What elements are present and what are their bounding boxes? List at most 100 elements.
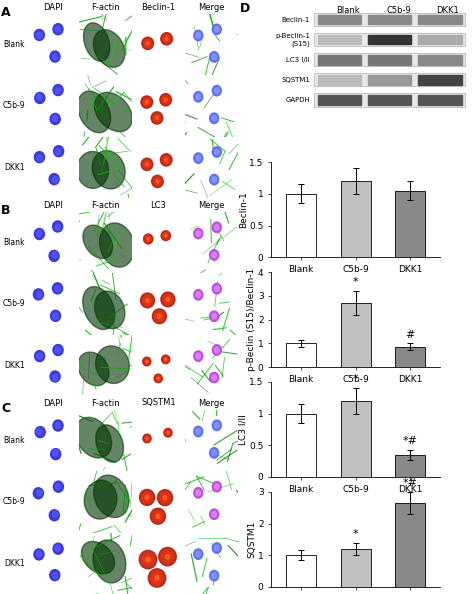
Ellipse shape — [49, 510, 59, 521]
Ellipse shape — [141, 158, 153, 170]
Ellipse shape — [53, 176, 58, 183]
Bar — [418, 75, 462, 84]
Bar — [314, 93, 465, 106]
Ellipse shape — [161, 292, 175, 307]
Text: Blank: Blank — [3, 40, 25, 49]
Ellipse shape — [210, 311, 219, 321]
Ellipse shape — [164, 36, 170, 42]
Ellipse shape — [196, 353, 201, 359]
Ellipse shape — [148, 569, 166, 587]
Bar — [314, 33, 465, 46]
Ellipse shape — [139, 489, 155, 505]
Text: SQSTM1: SQSTM1 — [141, 399, 176, 407]
Ellipse shape — [214, 27, 219, 32]
Ellipse shape — [34, 30, 45, 40]
Ellipse shape — [145, 436, 149, 441]
Ellipse shape — [142, 37, 154, 49]
Ellipse shape — [35, 93, 45, 103]
Text: Beclin-1: Beclin-1 — [282, 17, 310, 23]
Ellipse shape — [155, 576, 159, 580]
Ellipse shape — [210, 113, 219, 124]
Ellipse shape — [164, 98, 167, 101]
Ellipse shape — [194, 30, 203, 40]
Ellipse shape — [84, 480, 117, 519]
Ellipse shape — [212, 482, 221, 492]
Ellipse shape — [34, 229, 45, 239]
Text: *#: *# — [403, 436, 418, 446]
Text: #: # — [406, 330, 415, 340]
Ellipse shape — [53, 375, 58, 381]
Text: Merge: Merge — [198, 201, 225, 210]
Ellipse shape — [33, 488, 44, 499]
Ellipse shape — [55, 225, 61, 230]
Ellipse shape — [53, 450, 58, 456]
Ellipse shape — [154, 115, 160, 121]
Ellipse shape — [53, 24, 63, 34]
Ellipse shape — [163, 552, 172, 562]
Y-axis label: Beclin-1: Beclin-1 — [239, 191, 248, 228]
Ellipse shape — [155, 312, 163, 320]
Ellipse shape — [163, 96, 169, 103]
Ellipse shape — [95, 291, 125, 328]
Ellipse shape — [55, 422, 61, 428]
Ellipse shape — [212, 86, 221, 96]
Ellipse shape — [50, 51, 60, 62]
Bar — [318, 35, 361, 45]
Ellipse shape — [165, 554, 170, 559]
Ellipse shape — [53, 313, 58, 320]
Ellipse shape — [212, 420, 221, 431]
Ellipse shape — [152, 309, 166, 324]
Ellipse shape — [157, 489, 173, 505]
Ellipse shape — [141, 96, 153, 108]
Bar — [368, 95, 411, 105]
Ellipse shape — [92, 150, 125, 189]
Ellipse shape — [78, 91, 110, 132]
Text: DKK1: DKK1 — [4, 559, 25, 568]
Ellipse shape — [36, 94, 42, 100]
Ellipse shape — [194, 426, 203, 437]
Ellipse shape — [94, 475, 129, 517]
Bar — [418, 55, 462, 65]
Bar — [314, 53, 465, 67]
Text: DKK1: DKK1 — [436, 6, 458, 15]
Ellipse shape — [54, 146, 64, 157]
Ellipse shape — [49, 250, 59, 261]
Ellipse shape — [154, 178, 161, 185]
Bar — [368, 75, 411, 84]
Text: C5b-9: C5b-9 — [2, 299, 25, 308]
Ellipse shape — [51, 310, 61, 321]
Y-axis label: LC3 I/II: LC3 I/II — [239, 414, 248, 445]
Bar — [314, 33, 465, 46]
Ellipse shape — [36, 551, 42, 557]
Ellipse shape — [146, 361, 148, 362]
Text: *#: *# — [403, 478, 418, 488]
Text: Blank: Blank — [336, 6, 359, 15]
Ellipse shape — [96, 425, 124, 462]
Ellipse shape — [145, 40, 151, 47]
Ellipse shape — [36, 353, 42, 359]
Ellipse shape — [196, 33, 201, 38]
Ellipse shape — [143, 357, 151, 366]
Ellipse shape — [55, 149, 61, 155]
Ellipse shape — [83, 23, 110, 61]
Text: LC3 I/II: LC3 I/II — [286, 57, 310, 63]
Bar — [314, 74, 465, 87]
Ellipse shape — [55, 87, 61, 94]
Ellipse shape — [53, 573, 58, 579]
Ellipse shape — [165, 37, 168, 40]
Ellipse shape — [212, 147, 221, 157]
Bar — [418, 15, 462, 24]
Ellipse shape — [36, 428, 42, 435]
Bar — [341, 549, 371, 587]
Ellipse shape — [161, 33, 173, 45]
Ellipse shape — [212, 511, 217, 517]
Ellipse shape — [53, 84, 63, 96]
Text: *: * — [353, 374, 358, 384]
Bar — [314, 53, 465, 67]
Bar — [314, 93, 465, 106]
Ellipse shape — [140, 293, 155, 308]
Ellipse shape — [214, 149, 219, 155]
Bar — [395, 191, 425, 257]
Text: Merge: Merge — [198, 2, 225, 11]
Ellipse shape — [146, 437, 148, 440]
